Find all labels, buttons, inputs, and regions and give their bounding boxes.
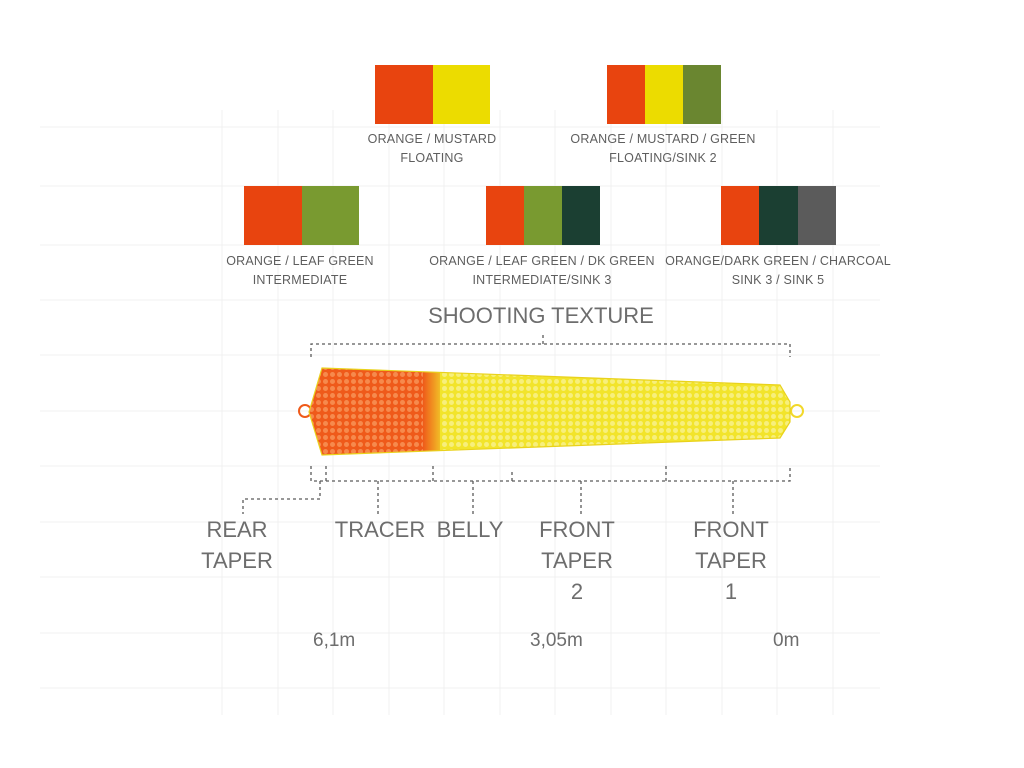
swatch-segment-3 [797, 186, 836, 245]
distance-3-05m: 3,05m [530, 630, 583, 651]
distance-0m: 0m [773, 630, 800, 651]
front-loop-icon [790, 404, 804, 418]
line-body [309, 368, 790, 455]
section-front-taper-2: FRONT TAPER 2 [539, 517, 615, 604]
section-front-taper-1: FRONT TAPER 1 [693, 517, 769, 604]
swatch-segment-1 [721, 186, 760, 245]
swatch-orange-leaf-green [244, 186, 359, 245]
swatch-segment-2 [645, 65, 683, 124]
swatch-orange-mustard [375, 65, 490, 124]
swatch-orange-mustard-green [607, 65, 721, 124]
swatch-segment-2 [432, 65, 490, 124]
swatch-segment-1 [486, 186, 524, 245]
swatch-orange-leaf-dkgreen [486, 186, 600, 245]
swatch-segment-3 [683, 65, 721, 124]
swatch-segment-1 [244, 186, 302, 245]
caption-orange-mustard-green: ORANGE / MUSTARD / GREEN FLOATING/SINK 2 [570, 132, 756, 165]
shooting-texture-label: SHOOTING TEXTURE [428, 303, 654, 328]
swatch-segment-2 [524, 186, 562, 245]
shooting-texture-bracket [310, 334, 791, 357]
section-tracer: TRACER [334, 517, 426, 542]
swatch-segment-1 [375, 65, 433, 124]
caption-orange-leaf-dkgreen: ORANGE / LEAF GREEN / DK GREEN INTERMEDIA… [429, 254, 655, 287]
sections-bracket [242, 466, 791, 514]
swatch-segment-2 [759, 186, 798, 245]
swatch-segment-1 [607, 65, 645, 124]
section-belly: BELLY [436, 517, 504, 542]
section-rear-taper: REAR TAPER [201, 517, 273, 573]
caption-orange-darkgreen-charcoal: ORANGE/DARK GREEN / CHARCOAL SINK 3 / SIN… [665, 254, 891, 287]
swatch-segment-2 [301, 186, 359, 245]
swatch-orange-darkgreen-charcoal [721, 186, 836, 245]
caption-orange-leaf-green: ORANGE / LEAF GREEN INTERMEDIATE [226, 254, 374, 287]
swatch-segment-3 [562, 186, 600, 245]
caption-orange-mustard: ORANGE / MUSTARD FLOATING [367, 132, 497, 165]
distance-6-1m: 6,1m [313, 630, 356, 651]
